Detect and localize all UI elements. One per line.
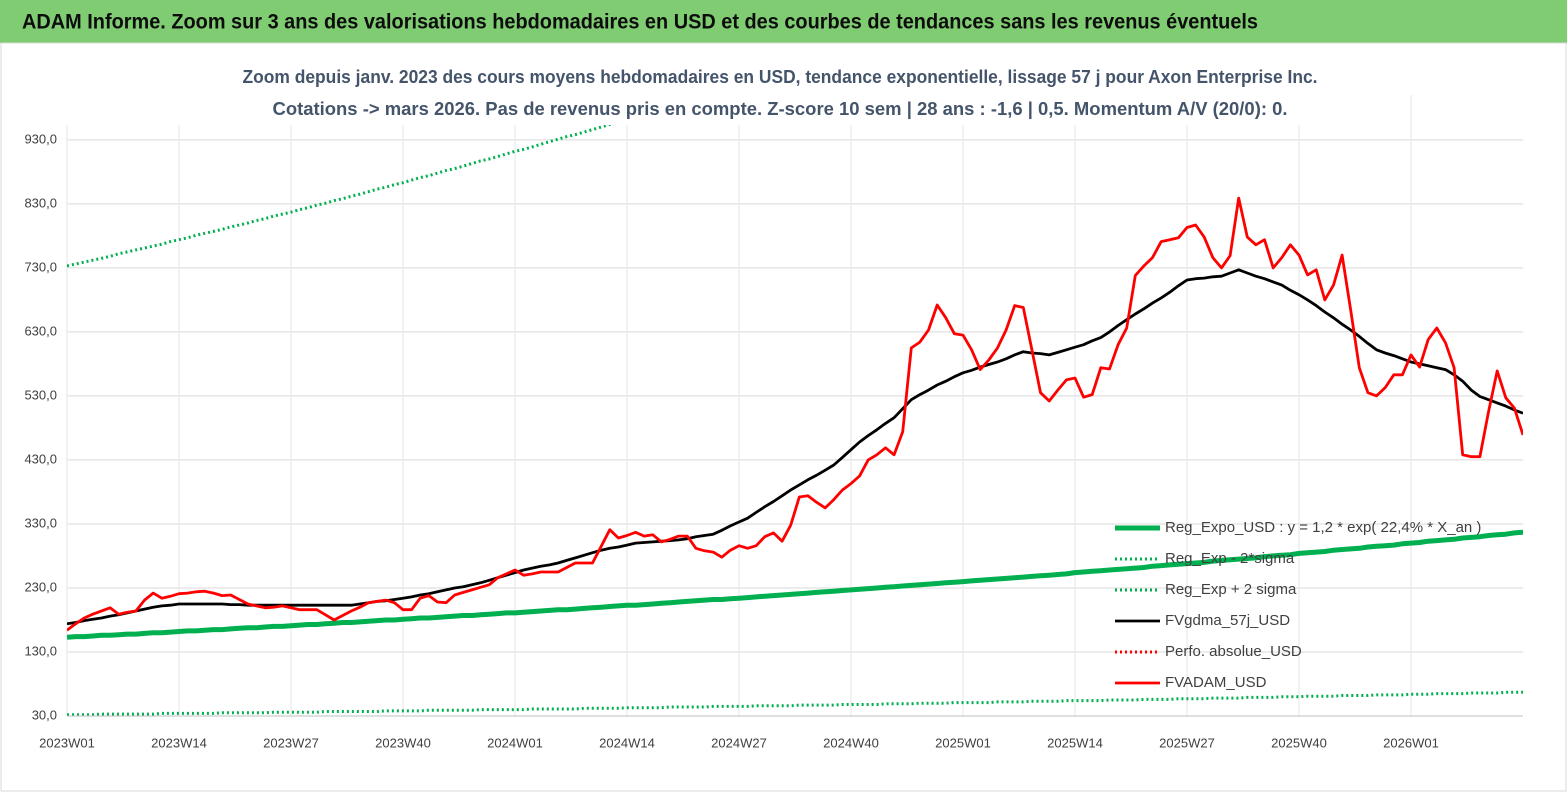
chart-title: Zoom depuis janv. 2023 des cours moyens … <box>243 67 1318 87</box>
y-tick-label: 830,0 <box>24 195 57 210</box>
title-box <box>60 60 1325 125</box>
legend-label: FVgdma_57j_USD <box>1165 612 1290 629</box>
y-tick-label: 230,0 <box>24 579 57 594</box>
x-tick-label: 2025W14 <box>1047 735 1103 750</box>
x-tick-label: 2024W01 <box>487 735 543 750</box>
x-tick-label: 2023W27 <box>263 735 319 750</box>
grid <box>66 95 1523 717</box>
axes: 30,0 130,0 230,0 330,0 430,0 530,0 630,0 730,0 8… <box>24 131 1523 750</box>
y-tick-label: 430,0 <box>24 451 57 466</box>
y-tick-label: 330,0 <box>24 515 57 530</box>
y-tick-label: 530,0 <box>24 387 57 402</box>
y-tick-label: 630,0 <box>24 323 57 338</box>
legend-label: Reg_Expo_USD : y = 1,2 * exp( 22,4% * X_… <box>1165 519 1481 536</box>
y-tick-label: 30,0 <box>32 707 57 722</box>
y-tick-label: 130,0 <box>24 643 57 658</box>
x-tick-label: 2026W01 <box>1383 735 1439 750</box>
chart-frame <box>0 42 1567 792</box>
x-tick-label: 2023W40 <box>375 735 431 750</box>
x-tick-label: 2024W27 <box>711 735 767 750</box>
x-tick-label: 2025W01 <box>935 735 991 750</box>
y-tick-label: 730,0 <box>24 259 57 274</box>
x-tick-label: 2025W27 <box>1159 735 1215 750</box>
legend-label: Perfo. absolue_USD <box>1165 643 1302 660</box>
legend-label: Reg_Exp + 2 sigma <box>1165 581 1297 598</box>
y-tick-label: 930,0 <box>24 131 57 146</box>
series-line <box>67 529 1523 640</box>
plot-lines <box>67 95 1523 716</box>
legend-label: Reg_Exp - 2*sigma <box>1165 550 1295 567</box>
header-title: ADAM Informe. Zoom sur 3 ans des valoris… <box>22 11 1258 34</box>
chart-subtitle: Cotations -> mars 2026. Pas de revenus p… <box>273 99 1288 119</box>
x-tick-label: 2024W14 <box>599 735 655 750</box>
series-line <box>67 196 1523 632</box>
x-tick-label: 2023W01 <box>39 735 95 750</box>
x-tick-label: 2023W14 <box>151 735 207 750</box>
x-tick-label: 2025W40 <box>1271 735 1327 750</box>
x-tick-label: 2024W40 <box>823 735 879 750</box>
legend: Reg_Expo_USD : y = 1,2 * exp( 22,4% * X_… <box>1115 519 1481 691</box>
legend-label: FVADAM_USD <box>1165 674 1267 691</box>
header-bar <box>0 0 1567 43</box>
series-line <box>67 268 1523 626</box>
